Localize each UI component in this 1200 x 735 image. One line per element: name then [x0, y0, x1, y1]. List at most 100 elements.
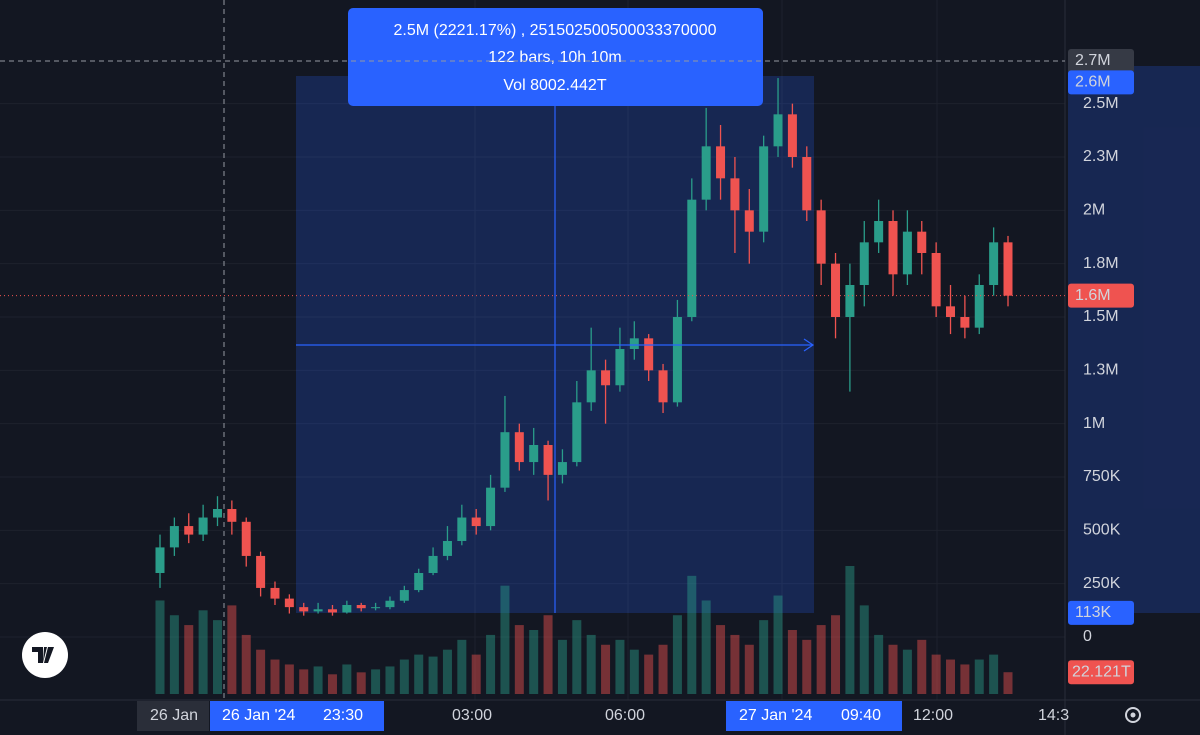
volume-bar [198, 610, 208, 694]
volume-bar [716, 625, 726, 694]
settings-button[interactable] [1125, 707, 1141, 723]
candle-body [989, 242, 999, 285]
measure-arrow [803, 338, 815, 352]
candle-body [442, 541, 452, 556]
volume-bar [500, 585, 510, 694]
gear-hub[interactable] [1130, 712, 1136, 718]
candle-body [601, 370, 611, 386]
candle-body [414, 573, 424, 591]
volume-bar [299, 669, 309, 694]
volume-bar [615, 639, 625, 694]
volume-bar [744, 644, 754, 694]
volume-bar [169, 615, 179, 694]
tooltip-line: Vol 8002.442T [503, 77, 606, 94]
y-tick-label: 500K [1083, 522, 1121, 539]
candle-body [342, 605, 352, 613]
y-tick-label: 250K [1083, 575, 1121, 592]
candle-body [557, 462, 567, 475]
price-tag-label: 2.6M [1075, 74, 1111, 91]
candle-body [471, 517, 481, 527]
candle-body [586, 370, 596, 403]
x-tick-label: 14:3 [1038, 707, 1069, 724]
candle-body [385, 600, 395, 608]
volume-tag-label: 22.121T [1072, 663, 1131, 680]
x-tick-label: 12:00 [913, 707, 953, 724]
candle-body [744, 210, 754, 232]
volume-bar [730, 634, 740, 694]
volume-bar [845, 566, 855, 694]
volume-bar [672, 615, 682, 694]
logo [22, 632, 68, 678]
candle-body [356, 605, 366, 609]
tooltip-box [348, 8, 763, 106]
volume-bar [414, 654, 424, 694]
marks [155, 78, 1013, 694]
volume-bar [371, 669, 381, 694]
x-tick-label: 26 Jan [150, 707, 198, 724]
candle-body [212, 509, 222, 518]
volume-bar [658, 644, 668, 694]
gear[interactable] [1125, 707, 1141, 723]
candle-body [371, 607, 381, 609]
volume-bar [773, 595, 783, 694]
volume-bar [874, 634, 884, 694]
volume-bar [787, 630, 797, 694]
volume-bar [917, 639, 927, 694]
volume-bar [902, 649, 912, 694]
candle-body [543, 445, 553, 475]
range-end-time: 09:40 [841, 707, 881, 724]
volume-bar [471, 654, 481, 694]
candle-body [327, 609, 337, 613]
volume-bar [313, 666, 323, 694]
volume-bar [212, 620, 222, 694]
volume-bar [557, 639, 567, 694]
candle-body [486, 487, 496, 527]
candle-body [672, 317, 682, 403]
price-tag-label: 1.6M [1075, 287, 1111, 304]
candle-body [198, 517, 208, 535]
y-tick-label: 2.5M [1083, 95, 1119, 112]
volume-bar [759, 620, 769, 694]
volume-bar [687, 575, 697, 694]
volume-bar [529, 630, 539, 694]
x-tick-label: 06:00 [605, 707, 645, 724]
candle-body [917, 231, 927, 253]
y-tick-label: 0 [1083, 628, 1092, 645]
candle-body [284, 598, 294, 608]
y-tick-label: 750K [1083, 468, 1121, 485]
volume-bar [184, 625, 194, 694]
y-tick-label: 2.3M [1083, 148, 1119, 165]
candle-body [831, 263, 841, 317]
y-tick-label: 1.5M [1083, 308, 1119, 325]
volume-bar [457, 639, 467, 694]
y-tick-label: 1M [1083, 415, 1105, 432]
candle-body [902, 231, 912, 275]
candle-body [759, 146, 769, 232]
range-start-date: 26 Jan '24 [222, 707, 295, 724]
x-tick-label: 03:00 [452, 707, 492, 724]
x-label-box [137, 701, 209, 731]
candle-body [974, 285, 984, 328]
volume-bar [629, 649, 639, 694]
volume-bar [586, 634, 596, 694]
candle-body [730, 178, 740, 211]
y-tick-label: 1.3M [1083, 362, 1119, 379]
volume-bar [284, 664, 294, 694]
range-start-time: 23:30 [323, 707, 363, 724]
volume-bar [572, 620, 582, 694]
volume-bar [514, 625, 524, 694]
candle-body [299, 607, 309, 612]
range-start-box [210, 701, 384, 731]
range-end-box [726, 701, 902, 731]
candle-body [155, 547, 165, 573]
candle-body [802, 157, 812, 211]
price-tag [1068, 283, 1134, 308]
price-tag [1068, 49, 1134, 73]
candle-body [946, 306, 956, 317]
candle-body [500, 432, 510, 488]
candle-body [658, 370, 668, 403]
price-tag [1068, 600, 1134, 625]
volume-bar [831, 615, 841, 694]
